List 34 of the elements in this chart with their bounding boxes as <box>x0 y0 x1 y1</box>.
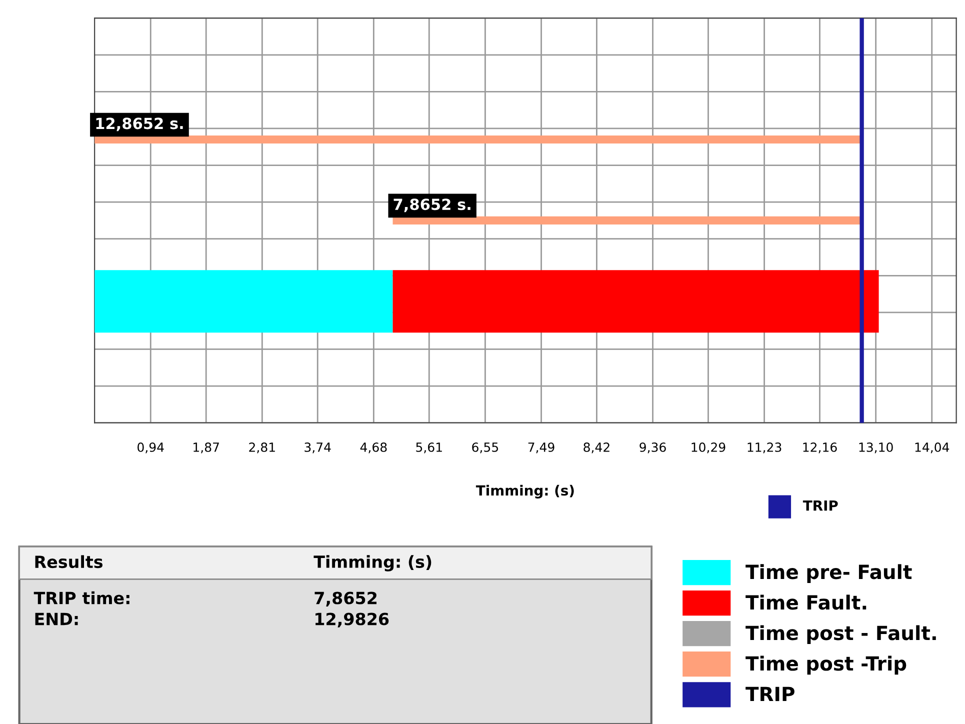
bar <box>392 216 862 225</box>
x-tick-label: 5,61 <box>416 442 442 454</box>
text: TRIP <box>802 500 838 511</box>
x-tick-label: 0,94 <box>138 442 164 454</box>
text: 12,9826 <box>316 612 389 628</box>
data-label: 12,8652 s. <box>96 118 183 132</box>
legend-label: Time pre- Fault <box>746 564 912 583</box>
x-tick-label: 6,55 <box>472 442 498 454</box>
x-tick-label: 3,74 <box>304 442 331 454</box>
text: TRIP time: <box>34 591 130 604</box>
bar <box>94 270 393 333</box>
x-axis-title: Timming: (s) <box>476 484 574 498</box>
x-tick-label: 2,81 <box>249 442 275 454</box>
bar <box>94 135 862 144</box>
text: Timming: (s) <box>314 555 432 572</box>
x-tick-label: 12,16 <box>803 442 837 454</box>
x-tick-label: 8,42 <box>584 442 610 454</box>
text: Results <box>35 555 103 568</box>
legend-label: Time post - Fault. <box>746 625 936 644</box>
legend-label: TRIP <box>746 686 794 702</box>
bar <box>392 270 879 333</box>
x-tick-label: 13,10 <box>859 442 893 454</box>
x-tick-label: 9,36 <box>640 442 666 454</box>
x-tick-label: 11,23 <box>748 442 782 454</box>
x-tick-label: 1,87 <box>194 442 219 454</box>
x-tick-label: 14,04 <box>915 442 950 454</box>
x-tick-label: 10,29 <box>692 442 726 454</box>
text: END: <box>35 612 78 626</box>
x-tick-label: 4,68 <box>360 442 387 454</box>
legend-label: Time post -Trip <box>746 656 906 675</box>
legend-label: Time Fault. <box>746 594 866 610</box>
x-tick-label: 7,49 <box>528 442 554 454</box>
data-label: 7,8652 s. <box>394 198 470 212</box>
text: 7,8652 <box>314 592 376 606</box>
